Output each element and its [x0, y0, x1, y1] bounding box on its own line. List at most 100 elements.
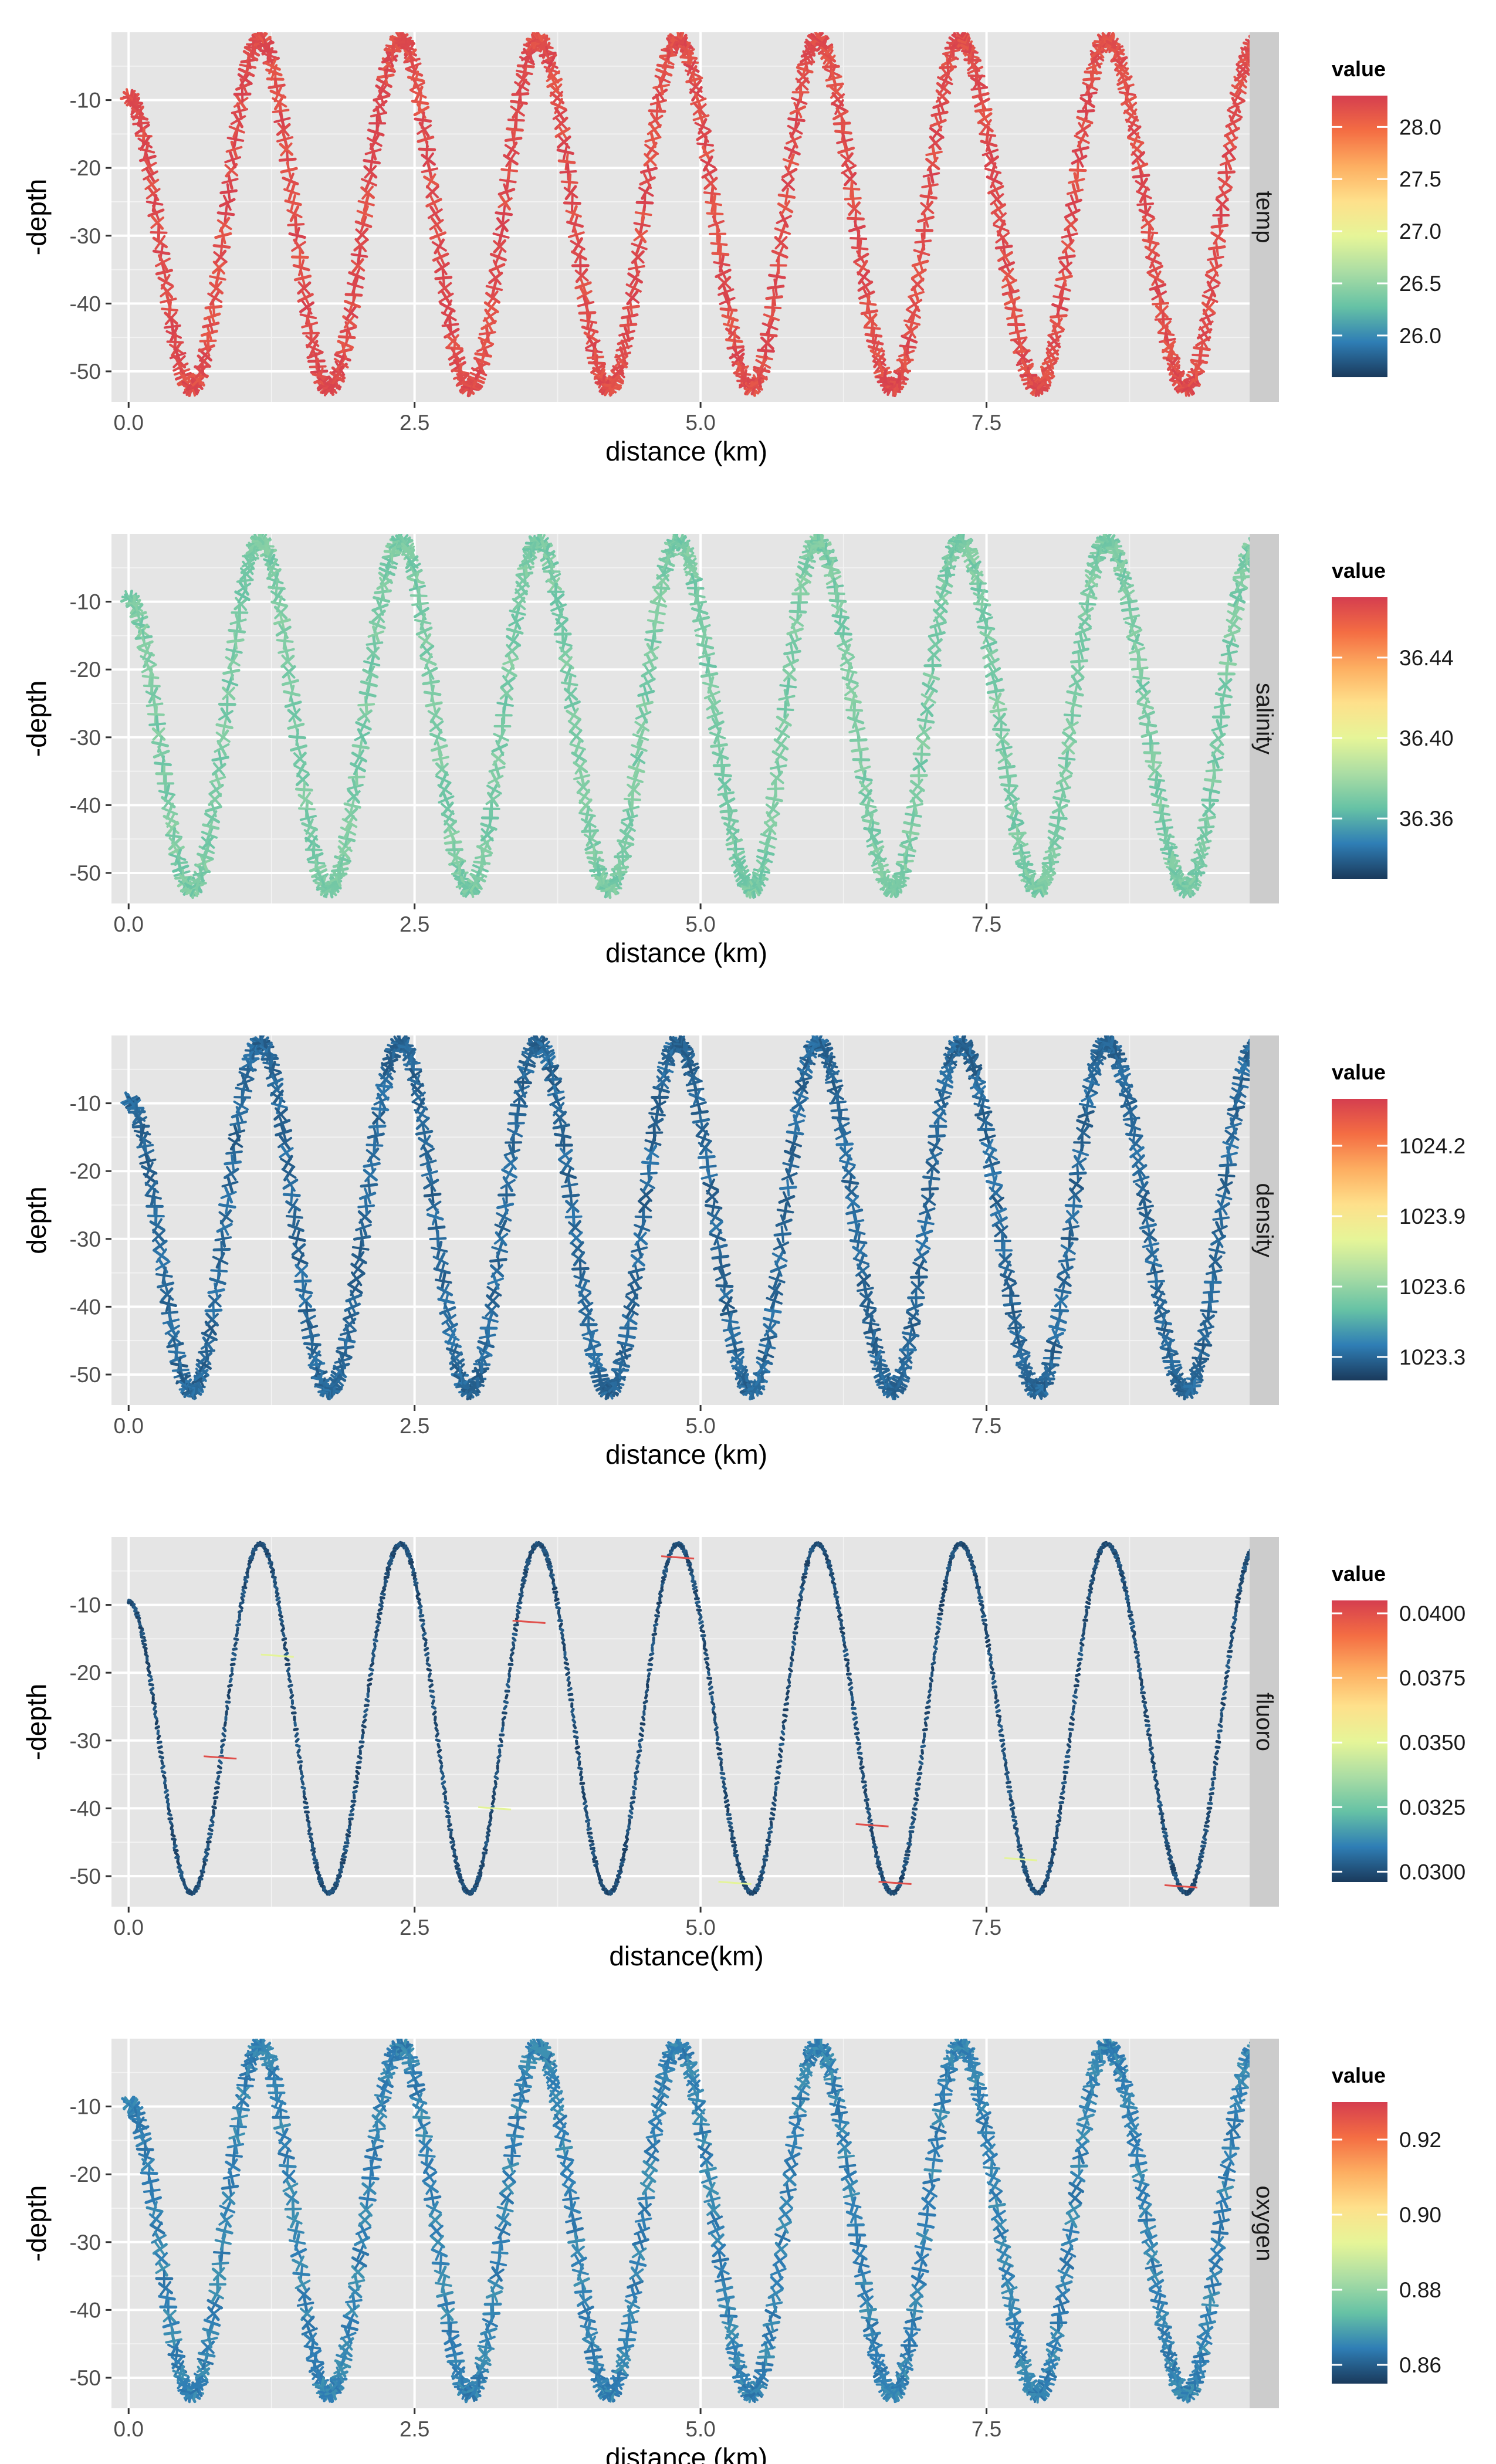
data-point	[1058, 1274, 1070, 1289]
data-point	[845, 1185, 858, 1199]
data-point	[349, 797, 356, 814]
data-point	[381, 57, 395, 71]
data-point	[567, 231, 585, 238]
data-point	[1062, 1225, 1080, 1231]
data-point	[774, 748, 785, 764]
data-point	[348, 1299, 357, 1316]
data-point	[994, 1225, 1008, 1238]
data-point	[779, 713, 790, 729]
data-point	[655, 102, 659, 120]
data-point	[479, 1343, 490, 1359]
data-point	[982, 1150, 999, 1161]
data-point	[373, 1127, 379, 1145]
data-point	[634, 720, 650, 732]
data-point	[763, 313, 780, 321]
data-point	[920, 745, 923, 763]
data-point	[1145, 760, 1163, 764]
data-point	[1068, 178, 1085, 184]
data-point	[496, 1212, 512, 1222]
data-point	[765, 803, 780, 815]
data-point	[695, 1135, 712, 1143]
data-point	[633, 229, 648, 242]
data-point	[1071, 1157, 1087, 1169]
data-point	[512, 622, 518, 640]
data-point	[273, 117, 291, 123]
data-point	[836, 592, 840, 610]
data-point	[1219, 175, 1231, 191]
data-point	[921, 1194, 936, 1206]
data-point	[1209, 260, 1219, 277]
data-point	[987, 665, 999, 681]
data-point	[717, 778, 732, 791]
data-point	[1187, 370, 1206, 374]
data-point	[215, 732, 231, 743]
data-point	[504, 144, 520, 155]
data-point	[270, 64, 278, 81]
data-point	[221, 679, 239, 686]
data-point	[444, 820, 457, 834]
data-point	[651, 1115, 661, 1131]
data-point	[1064, 730, 1075, 744]
data-point	[588, 822, 592, 840]
data-point	[908, 1325, 913, 1343]
data-point	[1118, 584, 1135, 593]
data-point	[980, 1113, 990, 1129]
data-point	[643, 172, 652, 189]
data-point	[706, 666, 712, 684]
data-point	[1073, 638, 1091, 644]
data-point	[560, 681, 578, 686]
data-point	[1146, 243, 1158, 259]
data-point	[859, 1292, 874, 1305]
colorbar-tick-label: 36.44	[1399, 646, 1454, 670]
data-point	[1199, 827, 1210, 844]
data-point	[785, 136, 802, 145]
data-point	[991, 181, 1000, 198]
data-point	[644, 638, 662, 644]
data-point	[1243, 41, 1250, 47]
data-point	[352, 1261, 364, 1277]
data-point	[788, 1119, 805, 1127]
data-point	[760, 833, 777, 841]
data-point	[161, 263, 167, 281]
data-point	[334, 360, 346, 376]
x-tick-label: 0.0	[114, 411, 144, 435]
data-point	[787, 124, 803, 135]
data-point	[265, 1071, 282, 1080]
data-point	[1164, 862, 1182, 868]
data-point	[644, 1147, 659, 1158]
data-point	[620, 821, 636, 832]
data-point	[838, 608, 843, 626]
data-point	[287, 223, 305, 226]
data-point	[1199, 326, 1210, 341]
data-point	[935, 1101, 947, 1116]
data-point	[1201, 1299, 1219, 1304]
data-point	[849, 237, 868, 241]
data-point	[847, 202, 862, 215]
data-point	[782, 1191, 791, 1208]
data-point	[419, 622, 429, 639]
data-point	[361, 185, 374, 200]
data-point	[1124, 1123, 1142, 1131]
data-point	[152, 727, 165, 741]
data-point	[655, 595, 662, 612]
data-point	[553, 1111, 567, 1125]
data-point	[980, 1105, 986, 1122]
data-point	[703, 691, 720, 699]
data-point	[487, 1277, 504, 1285]
data-point	[621, 827, 633, 842]
data-point	[715, 1272, 732, 1281]
data-point	[158, 790, 176, 796]
data-point	[793, 1096, 805, 1112]
data-point	[970, 563, 980, 580]
data-point	[300, 791, 312, 807]
data-point	[1114, 559, 1127, 573]
colorbar-tick-label: 36.36	[1399, 807, 1454, 831]
data-point	[1060, 1263, 1071, 1279]
data-point	[547, 1090, 565, 1096]
data-point	[379, 577, 390, 593]
data-point	[1089, 49, 1105, 62]
data-point	[710, 1198, 716, 1216]
data-point	[1080, 92, 1098, 97]
data-point	[868, 813, 874, 831]
data-point	[155, 258, 171, 268]
